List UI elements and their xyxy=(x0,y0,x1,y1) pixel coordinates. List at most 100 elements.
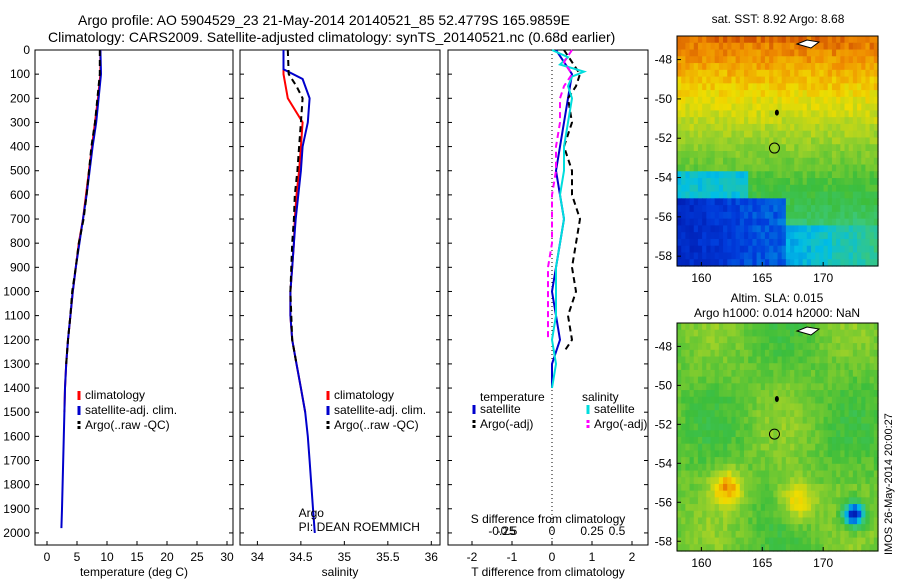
map-cell xyxy=(798,443,804,452)
map-cell xyxy=(744,191,749,199)
pi-annotation: Argo xyxy=(299,506,325,520)
map-cell xyxy=(689,144,695,152)
map-cell xyxy=(739,103,745,112)
map-cell xyxy=(831,151,837,159)
map-cell xyxy=(718,490,724,498)
map-cell xyxy=(727,410,733,418)
map-cell xyxy=(777,483,783,492)
map-cell xyxy=(735,369,741,378)
map-cell xyxy=(697,463,703,472)
map-cell xyxy=(819,184,825,193)
map-cell xyxy=(852,504,858,512)
map-cell xyxy=(861,259,867,267)
map-cell xyxy=(710,423,716,431)
map-cell xyxy=(785,259,791,267)
map-cell xyxy=(769,56,774,64)
map-cell xyxy=(731,157,737,166)
map-cell xyxy=(802,323,808,331)
map-cell xyxy=(677,157,682,166)
map-cell xyxy=(693,423,699,431)
map-cell xyxy=(681,49,686,57)
map-cell xyxy=(798,396,804,405)
map-cell xyxy=(718,410,724,418)
map-cell xyxy=(752,123,758,132)
map-cell xyxy=(815,450,820,458)
map-cell xyxy=(769,510,774,519)
map-cell xyxy=(848,151,854,159)
map-cell xyxy=(811,171,816,179)
map-cell xyxy=(681,537,686,545)
map-cell xyxy=(752,56,758,64)
map-cell xyxy=(840,483,846,492)
map-cell xyxy=(756,211,762,220)
map-cell xyxy=(865,390,871,398)
map-cell xyxy=(790,457,795,465)
map-cell xyxy=(752,164,758,172)
map-cell xyxy=(773,336,779,344)
map-cell xyxy=(811,36,816,44)
map-cell xyxy=(727,477,733,485)
map-cell xyxy=(752,63,758,71)
map-cell xyxy=(748,63,753,71)
map-cell xyxy=(723,323,728,331)
map-cell xyxy=(764,410,770,418)
map-cell xyxy=(681,225,686,233)
map-cell xyxy=(852,336,858,344)
map-cell xyxy=(727,164,733,172)
map-cell xyxy=(844,63,850,71)
map-cell xyxy=(836,191,841,199)
map-cell xyxy=(744,171,749,179)
map-cell xyxy=(677,198,682,206)
map-cell xyxy=(790,363,795,371)
map-cell xyxy=(815,184,820,193)
map-cell xyxy=(697,524,703,532)
map-cell xyxy=(689,369,695,378)
map-cell xyxy=(848,49,854,57)
map-cell xyxy=(848,56,854,64)
map-cell xyxy=(865,49,871,57)
map-cell xyxy=(873,423,879,431)
map-cell xyxy=(794,390,800,398)
map-cell xyxy=(857,63,862,71)
map-cell xyxy=(714,63,720,71)
map-cell xyxy=(739,410,745,418)
map-cell xyxy=(831,137,837,145)
map-cell xyxy=(702,191,707,199)
map-cell xyxy=(806,323,812,331)
map-cell xyxy=(798,218,804,227)
map-cell xyxy=(823,144,829,152)
x-tick-label: -2 xyxy=(467,550,478,564)
map-cell xyxy=(706,157,712,166)
map-cell xyxy=(836,49,841,57)
map-cell xyxy=(748,184,753,193)
map-cell xyxy=(693,211,699,220)
map-cell xyxy=(777,349,783,358)
map-cell xyxy=(677,110,682,118)
map-cell xyxy=(693,410,699,418)
map-cell xyxy=(873,123,879,132)
map-cell xyxy=(710,137,716,145)
map-cell xyxy=(865,76,871,84)
map-cell xyxy=(831,76,837,84)
map-cell xyxy=(815,205,820,213)
map-cell xyxy=(873,171,879,179)
map-cell xyxy=(811,205,816,213)
map-cell xyxy=(777,191,783,199)
map-cell xyxy=(819,437,825,445)
map-cell xyxy=(790,383,795,391)
map-cell xyxy=(685,198,691,206)
map-cell xyxy=(852,238,858,247)
map-cell xyxy=(815,410,820,418)
map-cell xyxy=(739,403,745,411)
map-cell xyxy=(848,376,854,384)
map-cell xyxy=(815,343,820,351)
map-cell xyxy=(731,76,737,84)
map-cell xyxy=(785,49,791,57)
map-cell xyxy=(681,198,686,206)
map-cell xyxy=(836,383,841,391)
map-cell xyxy=(806,76,812,84)
map-cell xyxy=(718,343,724,351)
map-cell xyxy=(677,117,682,125)
map-cell xyxy=(848,36,854,44)
map-cell xyxy=(748,510,753,519)
